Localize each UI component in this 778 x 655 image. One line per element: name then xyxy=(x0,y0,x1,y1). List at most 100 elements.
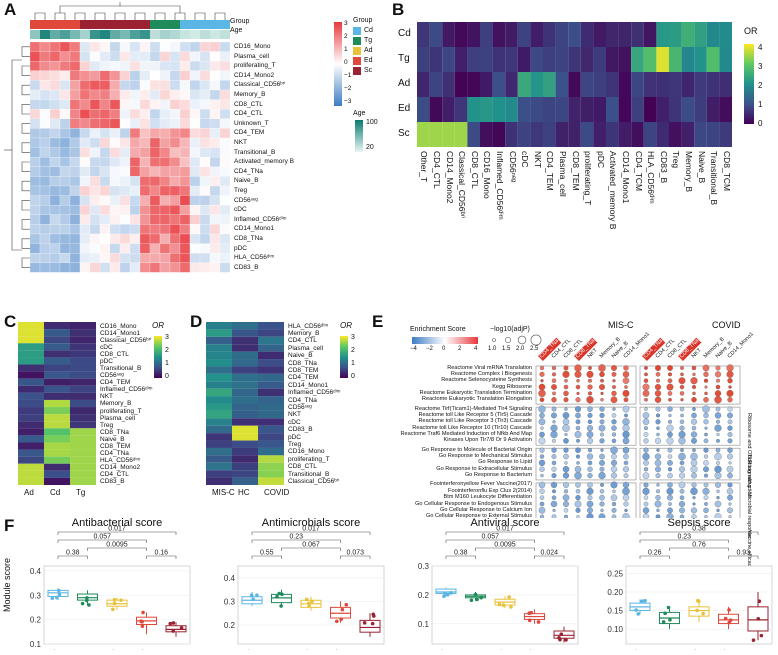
dotplot-dot xyxy=(678,377,686,385)
heatmap-a-cell xyxy=(199,214,211,225)
heatmap-a-cell xyxy=(89,128,101,139)
heatmap-b-cell xyxy=(669,97,682,122)
group-annotation-cell xyxy=(130,20,140,29)
dotplot-dot xyxy=(574,471,582,480)
dotplot-dot xyxy=(539,495,545,500)
heatmap-a-cell xyxy=(129,214,141,225)
size-tick: 1.5 xyxy=(502,346,511,352)
dotplot-dot xyxy=(574,370,582,378)
heatmap-a-cell xyxy=(219,51,231,62)
dotplot-row-label: Reactome toll Like Receptor 3 (Tlr3) Cas… xyxy=(418,418,532,425)
heatmap-a-cell xyxy=(59,195,71,206)
age-annotation-cell xyxy=(70,30,80,39)
heatmap-b-cell xyxy=(480,22,493,47)
heatmap-a-cell xyxy=(109,137,121,148)
heatmap-a-cell xyxy=(89,99,101,110)
heatmap-a-cell xyxy=(89,195,101,206)
heatmap-a-cell xyxy=(139,243,151,254)
heatmap-a-cell xyxy=(29,128,41,139)
heatmap-a-cell xyxy=(199,195,211,206)
heatmap-a-cell xyxy=(49,224,61,235)
dotplot-dot xyxy=(727,453,733,460)
dotplot-dot xyxy=(691,425,697,431)
dotplot-dot xyxy=(690,487,698,495)
heatmap-a-cell xyxy=(79,253,91,263)
dotplot-row-label: Kinases Upon Tlr7/8 Or 9 Activation xyxy=(443,437,532,444)
dotplot-dot xyxy=(726,389,734,397)
svgC-legend-bar xyxy=(154,336,162,378)
heatmap-a-cell xyxy=(209,51,221,62)
heatmap-a-cell xyxy=(149,224,161,235)
dotplot-dot xyxy=(563,365,569,371)
dotplot-dot xyxy=(642,487,650,495)
dotplot-dot xyxy=(551,406,557,412)
heatmap-a-cell xyxy=(49,147,61,158)
dotplot-dot xyxy=(540,379,544,383)
heatmap-a-cell xyxy=(209,118,221,129)
heatmap-b-cell xyxy=(606,97,619,122)
dotplot-dot xyxy=(598,364,606,372)
heatmap-b-col-label: NKT xyxy=(532,151,543,168)
heatmap-a-cell xyxy=(119,243,131,254)
heatmap-a-scale-tick: 1 xyxy=(344,46,348,53)
pvalue-bracket xyxy=(475,547,535,551)
svgC-cell xyxy=(70,343,96,351)
heatmap-a-cell xyxy=(59,61,71,71)
heatmap-a-cell xyxy=(209,128,221,139)
boxplot-point xyxy=(756,617,761,621)
dotplot-dot xyxy=(563,489,569,494)
boxplot-point xyxy=(497,602,502,607)
dotplot-dot xyxy=(622,418,630,426)
heatmap-a-row-label: Plasma_cell xyxy=(234,52,270,60)
heatmap-a-cell xyxy=(149,109,161,119)
dotplot-dot xyxy=(563,447,569,453)
annotation-group-label: Group xyxy=(230,18,250,25)
panelD-legend-tick: 1 xyxy=(351,360,355,367)
heatmap-b-cell xyxy=(706,72,720,97)
dotplot-dot xyxy=(551,454,557,460)
dendrogram-branch xyxy=(21,200,30,211)
heatmap-a-cell xyxy=(59,205,71,215)
panelC-col-label: Tg xyxy=(76,488,86,497)
heatmap-b-cell xyxy=(694,72,707,97)
boxplot-point xyxy=(442,594,446,599)
heatmap-a-row-label: CD56ⁿᵉᵍ xyxy=(234,196,258,204)
heatmap-b-cell xyxy=(606,22,619,47)
heatmap-a-cell xyxy=(149,89,161,100)
heatmap-a-cell xyxy=(139,157,151,167)
heatmap-a-cell xyxy=(49,80,61,91)
heatmap-b-cell xyxy=(694,122,707,147)
heatmap-a-cell xyxy=(179,80,191,91)
pvalue-bracket xyxy=(87,547,147,551)
dotplot-dot xyxy=(692,372,696,377)
dotplot-dot xyxy=(692,391,696,396)
svgC-cell xyxy=(70,322,96,330)
heatmap-a-cell xyxy=(199,128,211,139)
heatmap-a-cell xyxy=(79,262,91,273)
dotplot-dot xyxy=(643,467,649,472)
heatmap-a-cell xyxy=(119,253,131,263)
boxplot-point xyxy=(275,594,279,599)
heatmap-a-cell xyxy=(179,224,191,235)
dotplot-dot xyxy=(726,364,734,372)
pvalue-label: 0.017 xyxy=(302,526,320,533)
heatmap-a-cell xyxy=(59,51,71,62)
heatmap-a-cell xyxy=(169,109,181,119)
dotplot-dot xyxy=(691,472,697,479)
heatmap-a-cell xyxy=(29,61,41,71)
dotplot-dot xyxy=(642,383,650,391)
heatmap-a-cell xyxy=(49,89,61,100)
panelD-col-label: HC xyxy=(238,488,250,497)
row-dendrogram xyxy=(4,46,30,268)
heatmap-b-cell xyxy=(492,72,506,97)
heatmap-b-cell xyxy=(606,72,619,97)
dotplot-row-label: Reactome toll Like Receptor 5 (Tlr5) Cas… xyxy=(418,411,532,418)
panelD-row-label: CD16_Mono xyxy=(288,448,325,456)
boxplot-point xyxy=(723,616,728,621)
dotplot-dot xyxy=(656,489,660,494)
dotplot-dot xyxy=(599,501,605,507)
dotplot-dot xyxy=(538,405,546,413)
heatmap-a-cell xyxy=(109,128,121,139)
heatmap-a-cell xyxy=(159,214,171,225)
heatmap-b-col-label: Memory_B xyxy=(683,151,694,193)
